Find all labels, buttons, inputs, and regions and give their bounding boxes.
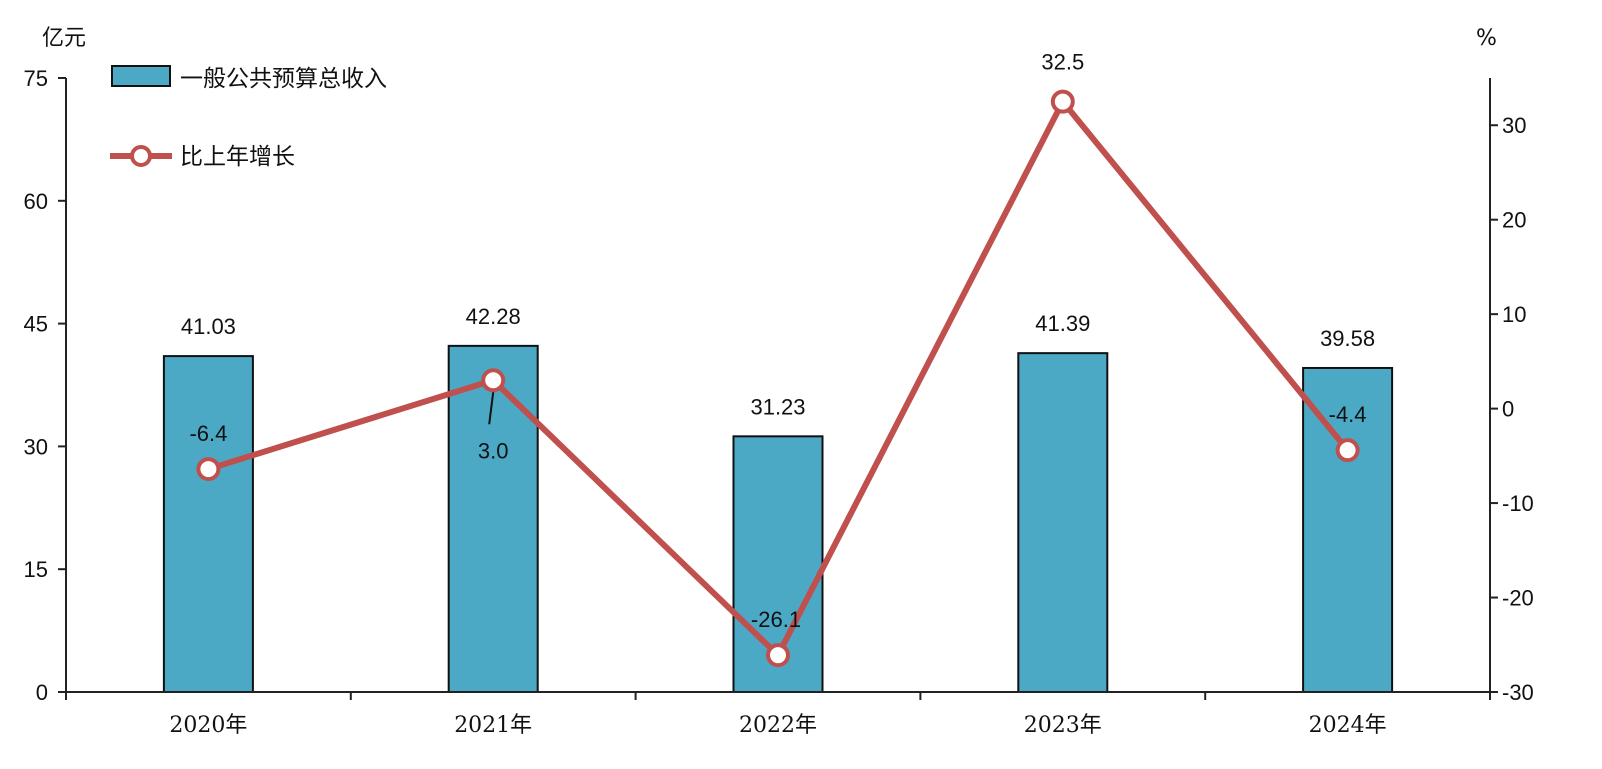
growth-value-label: 32.5 (1041, 50, 1084, 75)
growth-value-label: -26.1 (751, 607, 801, 632)
bar-value-label: 41.03 (181, 314, 236, 339)
left-tick-label: 45 (24, 312, 48, 337)
right-tick-label: 20 (1502, 208, 1526, 233)
leader-line (488, 392, 495, 425)
bar-value-label: 41.39 (1035, 311, 1090, 336)
legend-bar-label: 一般公共预算总收入 (180, 66, 387, 92)
growth-point (196, 457, 221, 482)
bar (162, 355, 254, 693)
growth-point (1335, 438, 1360, 463)
right-tick-label: -20 (1502, 586, 1534, 611)
category-label: 2024年 (1309, 713, 1387, 738)
growth-point (766, 643, 790, 668)
right-tick-label: -30 (1502, 680, 1534, 705)
legend-bar-swatch (111, 65, 171, 87)
bar (732, 435, 824, 694)
data-labels: 41.03 42.28 31.23 41.39 39.58 -6.4 3.0 -26.1 32.… (181, 50, 1375, 633)
growth-value-label: -4.4 (1329, 402, 1367, 427)
growth-value-label: 3.0 (478, 438, 509, 463)
left-tick-label: 75 (24, 66, 48, 91)
line-series (196, 89, 1360, 668)
growth-point (481, 368, 506, 393)
bar-value-label: 31.23 (750, 394, 805, 419)
growth-value-label: -6.4 (189, 421, 227, 446)
bar (447, 344, 539, 693)
bar-value-label: 42.28 (466, 304, 521, 329)
left-tick-label: 0 (36, 680, 48, 705)
axes: 0 15 30 45 60 75 亿元 -30 -20 -10 0 10 20 30% 2020年 2021年… (24, 26, 1534, 738)
bar-series (162, 344, 1394, 694)
right-axis-unit: % (1476, 26, 1497, 51)
right-tick-label: -10 (1502, 491, 1534, 516)
category-label: 2020年 (169, 713, 247, 738)
bar-value-label: 39.58 (1320, 326, 1375, 351)
category-label: 2023年 (1024, 713, 1102, 738)
bar (1017, 352, 1109, 693)
category-label: 2021年 (454, 713, 532, 738)
left-tick-label: 60 (24, 189, 48, 214)
legend-line-marker (130, 145, 152, 167)
right-tick-label: 10 (1502, 302, 1526, 327)
legend-line-label: 比上年增长 (180, 144, 295, 170)
category-label: 2022年 (739, 713, 817, 738)
left-tick-label: 15 (24, 557, 48, 582)
right-tick-label: 30 (1502, 113, 1526, 138)
right-tick-label: 0 (1502, 397, 1514, 422)
left-axis-unit: 亿元 (42, 26, 86, 51)
left-tick-label: 30 (24, 434, 48, 459)
growth-point (1050, 89, 1075, 114)
